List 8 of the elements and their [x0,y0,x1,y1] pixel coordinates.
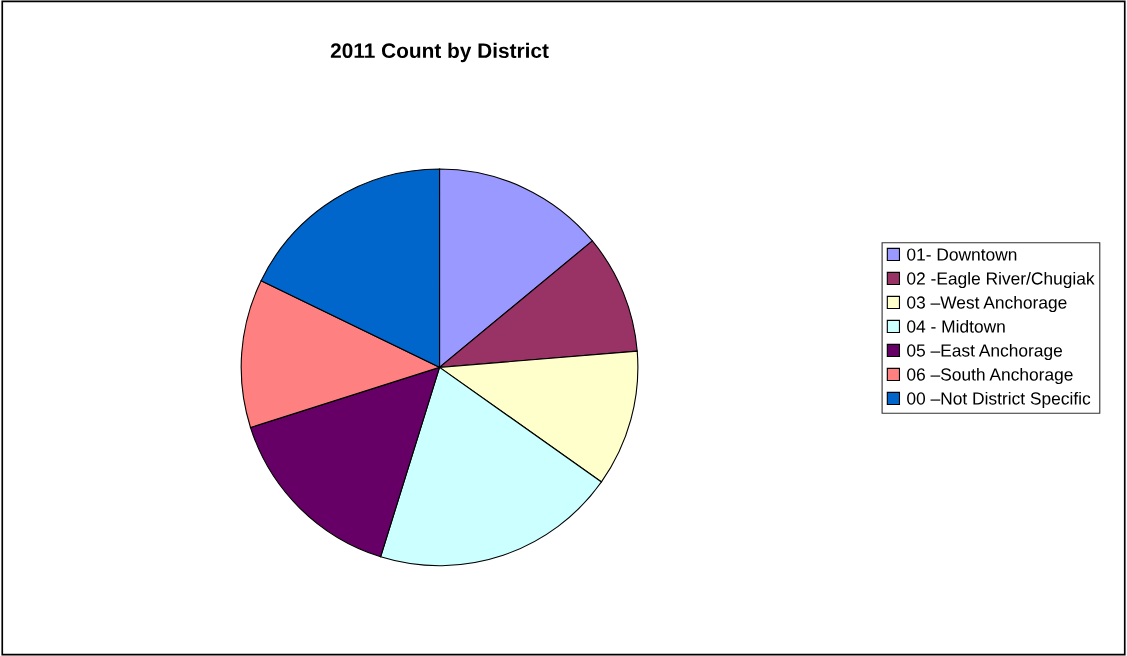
chart-title: 2011 Count by District [330,42,549,63]
legend-label: 05 –East Anchorage [907,343,1063,361]
legend-label: 01- Downtown [907,248,1017,261]
legend-label: 02 -Eagle River/Chugiak [907,271,1095,289]
legend-label: 04 - Midtown [907,319,1005,333]
legend-label: 00 –Not District Specific [907,391,1091,409]
legend-label: 06 –South Anchorage [907,367,1073,385]
legend-label: 03 –West Anchorage [907,295,1067,313]
